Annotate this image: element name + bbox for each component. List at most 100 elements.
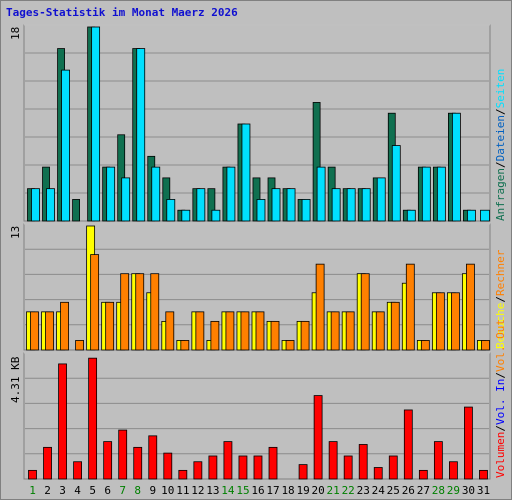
bar-rechner-day-2: [45, 311, 54, 351]
bar-anfragen-day-4: [72, 199, 80, 222]
bar-anfragen-day-13: [207, 188, 216, 222]
bar-volumen-day-15: [238, 455, 248, 480]
bar-rechner-day-23: [360, 273, 370, 351]
bar-anfragen-day-20: [312, 102, 321, 222]
legend-entry-separator: /: [494, 372, 507, 379]
x-tick-label-day-15: 15: [236, 484, 249, 497]
bar-volumen-day-14: [223, 441, 233, 480]
x-tick-label-day-21: 21: [327, 484, 340, 497]
bar-volumen-day-2: [43, 446, 52, 480]
bar-volumen-day-6: [103, 441, 113, 480]
bar-volumen-day-3: [58, 363, 67, 480]
bar-rechner-day-20: [315, 263, 325, 351]
ymax-label-top: 18: [9, 27, 22, 40]
x-tick-label-day-16: 16: [251, 484, 264, 497]
x-tick-label-day-3: 3: [59, 484, 66, 497]
bar-rechner-day-15: [240, 311, 250, 351]
bar-dateien-day-26: [406, 209, 416, 222]
bar-rechner-day-28: [435, 292, 445, 351]
bar-volumen-day-9: [148, 435, 158, 480]
bar-volumen-day-22: [343, 455, 353, 480]
bar-dateien-day-23: [361, 188, 371, 222]
x-tick-label-day-24: 24: [372, 484, 386, 497]
x-tick-label-day-19: 19: [296, 484, 309, 497]
legend-entry-vol-in: Vol. In: [494, 379, 507, 425]
x-tick-label-day-11: 11: [176, 484, 189, 497]
x-tick-label-day-14: 14: [221, 484, 235, 497]
bar-rechner-day-10: [165, 311, 175, 351]
bar-rechner-day-11: [180, 340, 190, 351]
ymax-label-middle: 13: [9, 226, 22, 239]
bar-rechner-day-9: [150, 273, 160, 351]
legend-middle: Besuche/Rechner: [494, 249, 507, 349]
bar-dateien-day-12: [196, 188, 206, 222]
x-tick-label-day-22: 22: [342, 484, 355, 497]
bar-volumen-day-20: [313, 395, 323, 480]
bar-dateien-day-11: [181, 209, 191, 222]
bar-dateien-day-20: [316, 166, 326, 222]
bar-dateien-day-17: [271, 188, 281, 222]
bar-volumen-day-25: [388, 455, 398, 480]
x-tick-label-day-6: 6: [104, 484, 111, 497]
legend-entry-separator: /: [494, 161, 507, 168]
bar-rechner-day-12: [195, 311, 205, 351]
bar-volumen-day-1: [28, 469, 37, 480]
bar-rechner-day-24: [375, 311, 385, 351]
x-tick-label-day-25: 25: [387, 484, 400, 497]
bar-volumen-day-26: [403, 409, 413, 480]
bar-dateien-day-16: [256, 199, 266, 222]
bar-rechner-day-3: [60, 301, 69, 351]
bar-volumen-day-13: [208, 455, 218, 480]
x-tick-label-day-31: 31: [477, 484, 490, 497]
bar-dateien-day-2: [46, 188, 55, 222]
bar-rechner-day-21: [330, 311, 340, 351]
bar-dateien-day-25: [391, 145, 401, 222]
bar-seiten-day-31: [480, 209, 490, 222]
bar-dateien-day-29: [452, 112, 461, 222]
legend-entry-seiten: Seiten: [494, 69, 507, 109]
legend-entry-anfragen: Anfragen: [494, 168, 507, 221]
bar-rechner-day-17: [270, 320, 280, 351]
bar-volumen-day-17: [268, 446, 278, 480]
bar-volumen-day-21: [328, 441, 338, 480]
bar-dateien-day-5: [91, 26, 101, 222]
x-tick-label-day-23: 23: [357, 484, 370, 497]
bar-rechner-day-16: [255, 311, 265, 351]
x-tick-label-day-27: 27: [417, 484, 430, 497]
bar-volumen-day-5: [88, 357, 98, 480]
bar-rechner-day-4: [75, 340, 84, 351]
bar-dateien-day-14: [226, 166, 236, 222]
bar-volumen-day-7: [118, 429, 128, 480]
bar-volumen-day-16: [253, 455, 263, 480]
x-tick-label-day-26: 26: [402, 484, 415, 497]
bar-rechner-day-7: [120, 273, 130, 351]
bar-dateien-day-8: [136, 48, 146, 222]
x-tick-label-day-4: 4: [74, 484, 81, 497]
bar-volumen-day-27: [418, 469, 428, 480]
bar-dateien-day-19: [301, 199, 311, 222]
bar-dateien-day-18: [286, 188, 296, 222]
bar-volumen-day-10: [163, 452, 173, 480]
bar-rechner-day-31: [481, 340, 490, 351]
bar-volumen-day-30: [464, 406, 473, 480]
x-tick-label-day-28: 28: [432, 484, 445, 497]
bar-dateien-day-30: [467, 209, 476, 222]
bar-volumen-day-31: [479, 469, 488, 480]
x-tick-label-day-17: 17: [266, 484, 279, 497]
bar-dateien-day-9: [151, 166, 161, 222]
bar-volumen-day-24: [373, 467, 383, 480]
bar-dateien-day-27: [421, 166, 431, 222]
legend-entry-dateien: Dateien: [494, 115, 507, 161]
bar-rechner-day-14: [225, 311, 235, 351]
legend-top: Anfragen/Dateien/Seiten: [494, 69, 507, 221]
bar-rechner-day-25: [390, 301, 400, 351]
bar-volumen-day-29: [449, 461, 458, 480]
legend-entry-volumen: Volumen: [494, 432, 507, 478]
bar-rechner-day-19: [300, 320, 310, 351]
x-tick-label-day-9: 9: [149, 484, 156, 497]
legend-entry-rechner: Rechner: [494, 249, 507, 296]
bar-volumen-day-11: [178, 469, 188, 480]
bar-rechner-day-27: [420, 340, 430, 351]
bar-rechner-day-18: [285, 340, 295, 351]
bar-volumen-day-12: [193, 461, 203, 480]
